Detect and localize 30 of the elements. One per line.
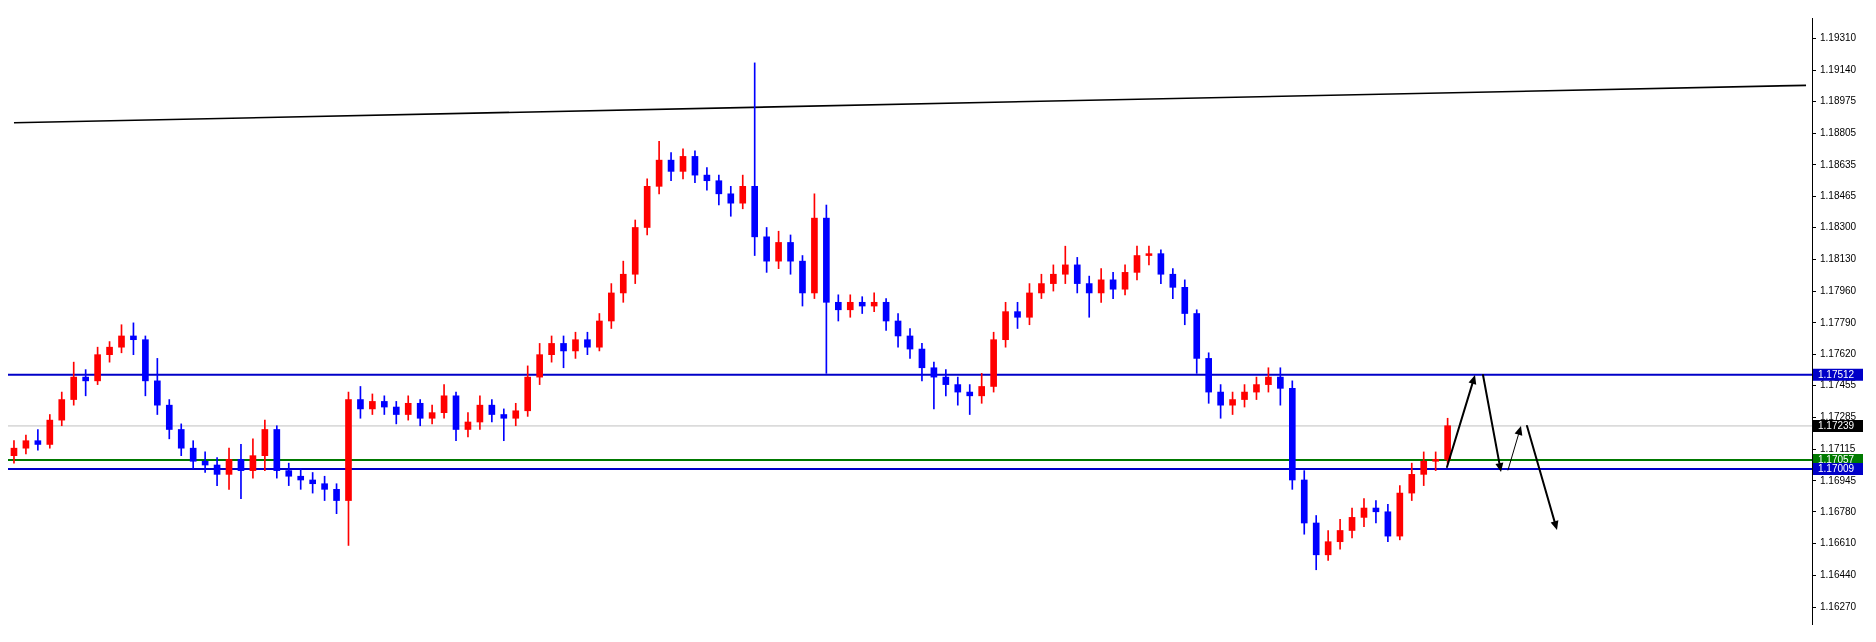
y-tick-label: 1.18130: [1820, 253, 1857, 265]
ref-line-label: 1.17512: [1818, 368, 1855, 380]
y-tick-label: 1.18635: [1820, 158, 1857, 170]
candlestick: [966, 384, 974, 415]
candlestick: [297, 468, 305, 490]
y-tick-label: 1.17455: [1820, 379, 1857, 391]
y-tick-label: 1.16440: [1820, 569, 1857, 581]
y-tick-label: 1.19310: [1820, 32, 1857, 44]
y-tick-label: 1.18805: [1820, 126, 1857, 138]
y-tick-label: 1.17115: [1820, 442, 1856, 454]
y-tick-label: 1.18465: [1820, 190, 1857, 202]
y-tick-label: 1.16270: [1820, 600, 1857, 612]
y-tick-label: 1.17620: [1820, 348, 1857, 360]
ref-line-label: 1.17057: [1818, 453, 1855, 465]
y-tick-label: 1.16945: [1820, 474, 1857, 486]
y-tick-label: 1.17960: [1820, 284, 1857, 296]
y-tick-label: 1.16780: [1820, 505, 1857, 517]
ref-line-label: 1.17009: [1818, 462, 1855, 474]
y-tick-label: 1.16610: [1820, 537, 1857, 549]
candlestick: [858, 296, 866, 314]
candlestick: [34, 429, 42, 451]
candlestick: [1085, 275, 1093, 318]
candlestick: [237, 444, 245, 500]
y-tick-label: 1.18300: [1820, 221, 1857, 233]
y-tick-label: 1.17790: [1820, 316, 1857, 328]
y-tick-label: 1.19140: [1820, 64, 1857, 76]
y-tick-label: 1.18975: [1820, 94, 1857, 106]
candlestick: [930, 361, 938, 410]
candlestick: [500, 408, 508, 442]
candlestick: [1145, 245, 1153, 266]
